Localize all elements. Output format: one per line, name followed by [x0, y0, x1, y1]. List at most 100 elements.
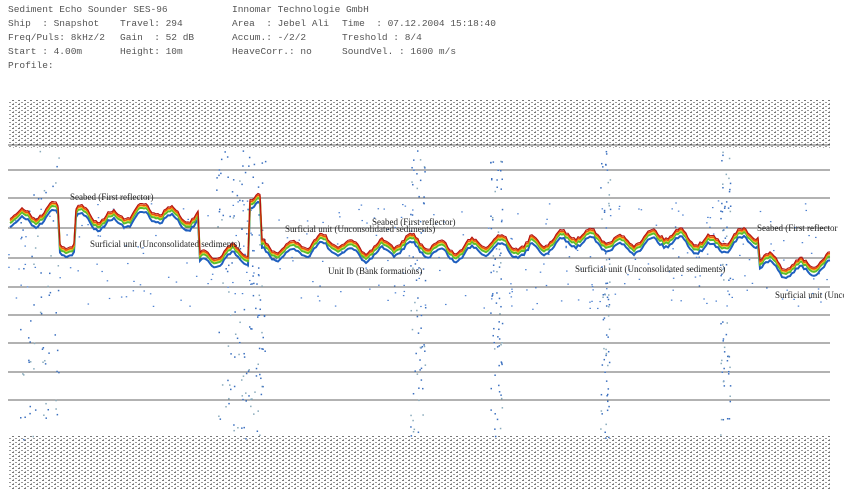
echo-speck	[678, 256, 680, 258]
echo-speck	[759, 210, 762, 213]
echo-speck	[797, 305, 800, 307]
echo-speck	[726, 226, 728, 229]
echo-speck	[25, 236, 27, 238]
echo-speck	[729, 277, 732, 280]
echo-speck	[263, 314, 266, 317]
echo-speck	[387, 228, 389, 231]
echo-speck	[59, 277, 61, 279]
echo-speck	[722, 183, 724, 185]
echo-speck	[495, 302, 498, 304]
echo-speck	[461, 211, 463, 213]
echo-speck	[369, 288, 371, 290]
echo-speck	[672, 248, 674, 250]
echo-speck	[526, 289, 528, 291]
echo-speck	[729, 210, 732, 213]
echo-speck	[627, 274, 629, 276]
echo-speck	[108, 297, 111, 300]
echo-speck	[500, 188, 502, 190]
echo-speck	[672, 277, 675, 279]
echo-speck	[677, 210, 680, 212]
echo-speck	[728, 279, 730, 281]
echo-speck	[726, 355, 729, 358]
echo-speck	[501, 362, 503, 364]
header-company: Innomar Technologie GmbH	[232, 4, 369, 15]
header-field: Time : 07.12.2004 15:18:40	[342, 18, 496, 29]
echo-speck	[261, 331, 263, 334]
echo-speck	[490, 409, 492, 411]
echo-speck	[261, 285, 263, 287]
echo-speck	[127, 262, 129, 265]
echo-speck	[394, 292, 397, 294]
echo-speck	[525, 269, 527, 271]
header-field: Ship : Snapshot	[8, 18, 100, 29]
echo-speck	[256, 430, 259, 432]
echo-speck	[748, 259, 751, 261]
echo-speck	[494, 413, 496, 415]
echo-speck	[253, 250, 255, 252]
echo-speck	[186, 262, 188, 264]
echo-speck	[499, 427, 502, 430]
echo-speck	[773, 249, 775, 252]
echo-speck	[492, 161, 495, 163]
echo-speck	[607, 400, 609, 403]
echo-speck	[22, 229, 24, 231]
echo-speck	[253, 163, 256, 166]
echo-speck	[606, 296, 609, 299]
echo-speck	[180, 299, 182, 301]
header-field: Accum.: -/2/2	[232, 32, 307, 43]
echo-speck	[222, 214, 225, 217]
echo-speck	[33, 368, 35, 370]
echo-speck	[264, 239, 267, 241]
echo-speck	[20, 238, 22, 240]
echo-speck	[492, 255, 495, 257]
echo-speck	[228, 264, 230, 267]
echo-speck	[606, 169, 609, 171]
echo-speck	[567, 283, 569, 285]
echo-speck	[365, 267, 367, 269]
echo-speck	[419, 220, 422, 223]
echo-speck	[252, 249, 254, 252]
echo-speck	[607, 388, 610, 390]
echo-speck	[496, 292, 498, 294]
echo-speck	[605, 348, 607, 351]
echo-speck	[411, 214, 414, 216]
echo-speck	[257, 267, 260, 269]
echo-speck	[248, 156, 251, 159]
echo-speck	[731, 296, 733, 299]
echo-speck	[726, 417, 729, 420]
echo-speck	[387, 259, 389, 262]
echo-speck	[219, 418, 222, 420]
echo-speck	[638, 208, 640, 210]
echo-speck	[243, 356, 246, 358]
echo-speck	[498, 364, 500, 367]
echo-speck	[769, 221, 772, 223]
echo-speck	[66, 234, 68, 236]
echo-speck	[634, 258, 637, 260]
echo-speck	[40, 208, 42, 210]
echo-speck	[535, 287, 537, 289]
echo-speck	[410, 265, 412, 267]
echo-speck	[257, 273, 260, 276]
echo-speck	[543, 263, 545, 265]
echo-speck	[96, 263, 98, 265]
echo-speck	[501, 407, 504, 409]
echo-speck	[229, 314, 232, 317]
echo-speck	[254, 391, 256, 393]
echo-speck	[703, 298, 705, 300]
echo-speck	[419, 179, 422, 182]
echo-speck	[402, 272, 405, 274]
echo-speck	[383, 208, 385, 210]
echo-speck	[510, 237, 512, 240]
echo-speck	[241, 200, 244, 202]
echo-speck	[242, 150, 245, 152]
echo-speck	[341, 250, 343, 253]
echo-speck	[37, 235, 39, 238]
echo-speck	[706, 253, 709, 255]
echo-speck	[605, 305, 608, 307]
echo-speck	[565, 245, 567, 247]
echo-speck	[809, 297, 811, 299]
echo-speck	[424, 306, 427, 309]
echo-speck	[591, 284, 593, 286]
